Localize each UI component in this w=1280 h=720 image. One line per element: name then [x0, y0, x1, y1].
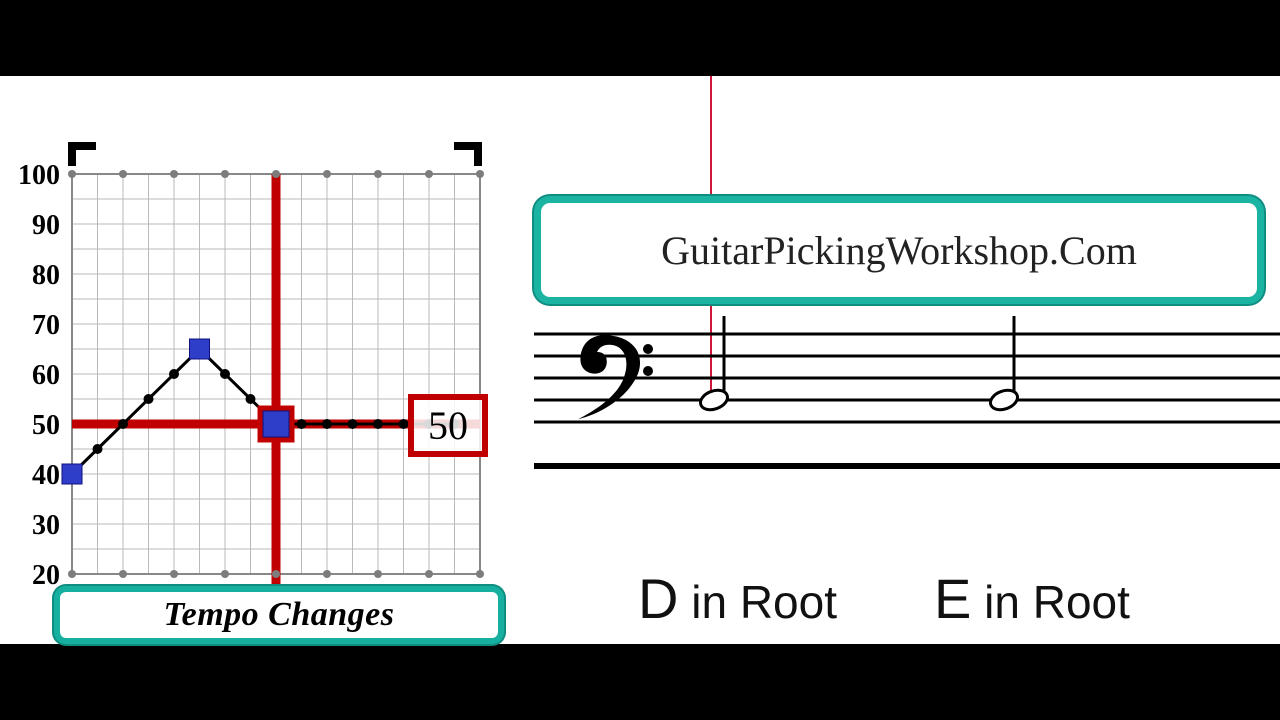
notation-panel: GuitarPickingWorkshop.Com D in Root E in… [534, 76, 1280, 644]
tempo-chart-svg[interactable] [10, 146, 510, 636]
site-label-box: GuitarPickingWorkshop.Com [534, 196, 1264, 304]
content-area: 100 90 80 70 60 50 40 30 20 50 Tempo Cha… [0, 76, 1280, 644]
ytick-40: 40 [10, 460, 60, 492]
ytick-60: 60 [10, 360, 60, 392]
note-label-e: E in Root [934, 566, 1130, 631]
selection-corner-tl [68, 142, 96, 166]
tempo-value-readout: 50 [408, 394, 488, 457]
ytick-70: 70 [10, 310, 60, 342]
ytick-20: 20 [10, 560, 60, 592]
ytick-30: 30 [10, 510, 60, 542]
note-suffix-e: in Root [971, 576, 1130, 628]
note-letter-e: E [934, 567, 971, 630]
ytick-90: 90 [10, 210, 60, 242]
ytick-80: 80 [10, 260, 60, 292]
note-suffix-d: in Root [678, 576, 837, 628]
note-label-d: D in Root [638, 566, 837, 631]
tempo-chart-title-box: Tempo Changes [54, 586, 504, 644]
site-label: GuitarPickingWorkshop.Com [661, 227, 1137, 274]
ytick-50: 50 [10, 410, 60, 442]
selection-corner-tr [454, 142, 482, 166]
bass-staff-svg [534, 316, 1280, 496]
bass-staff [534, 316, 1280, 496]
ytick-100: 100 [10, 160, 60, 192]
tempo-chart-title: Tempo Changes [163, 596, 394, 634]
tempo-chart[interactable]: 100 90 80 70 60 50 40 30 20 50 [10, 146, 510, 636]
note-letter-d: D [638, 567, 678, 630]
